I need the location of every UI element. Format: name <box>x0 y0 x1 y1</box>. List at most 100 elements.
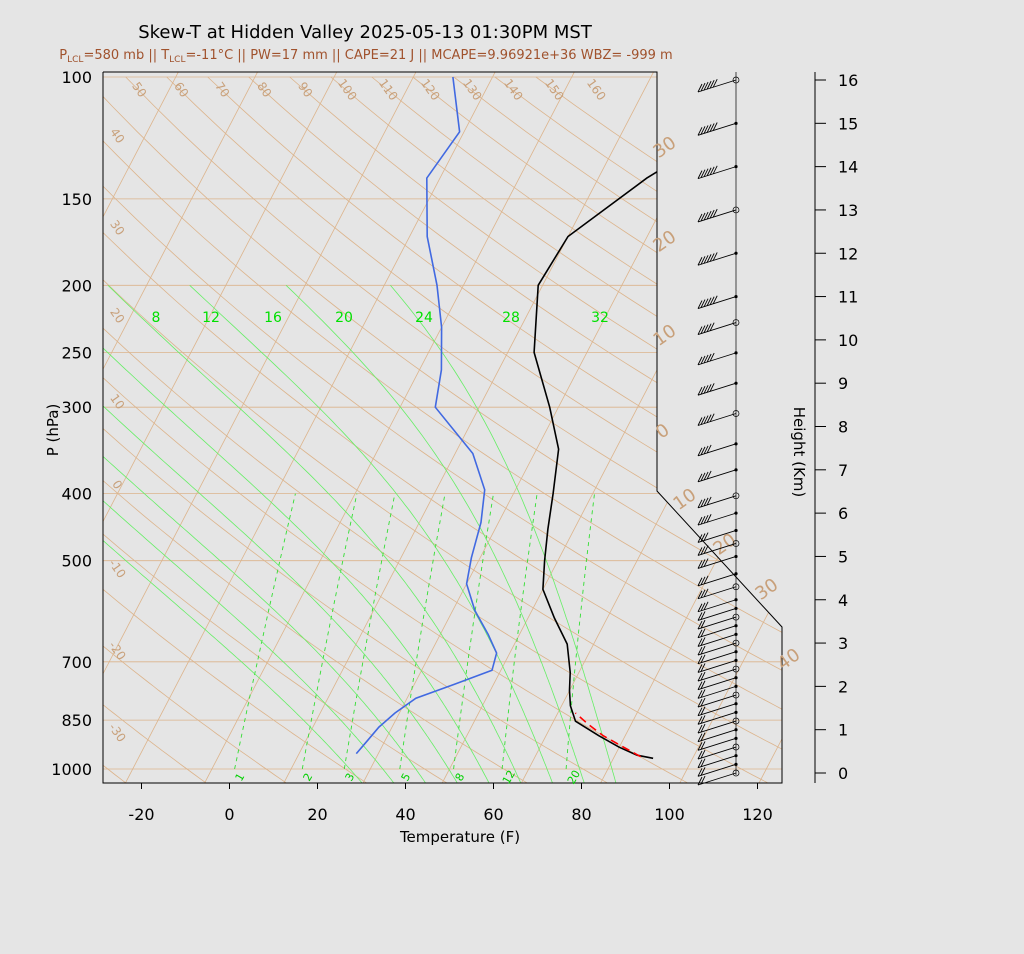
wind-calm-circle <box>732 410 740 417</box>
wind-barb-feather <box>700 82 706 92</box>
wind-barb <box>697 616 737 630</box>
series-dewpoint-line <box>355 76 498 755</box>
wind-barb-feather <box>697 733 703 742</box>
plot-outline <box>102 71 783 784</box>
wind-barb-feather <box>709 166 715 175</box>
isotherm-label: 10 <box>649 320 680 350</box>
dry-adiabat <box>207 76 782 783</box>
dry-adiabat <box>103 76 128 783</box>
wind-dot <box>734 468 738 472</box>
isotherm-label: 30 <box>649 132 680 162</box>
mixing-ratio-label: 24 <box>415 310 433 326</box>
wind-calm-circle <box>732 492 740 500</box>
wind-calm-circle <box>732 717 740 725</box>
wind-barb-feather <box>709 322 715 331</box>
y-tick-label: 850 <box>61 711 92 730</box>
wind-barb-feather <box>697 547 703 556</box>
background-grid <box>103 72 782 783</box>
wind-barb-feather <box>703 415 709 424</box>
wind-barb-feather <box>697 447 703 457</box>
plcl-subscript: LCL <box>67 55 83 65</box>
wind-barb <box>697 720 737 734</box>
wind-barb-feather <box>700 325 706 334</box>
wind-calm-circle <box>732 540 740 547</box>
wind-barb-feather <box>700 355 706 365</box>
wind-barb-feather <box>706 323 712 332</box>
wind-barb <box>697 677 737 691</box>
height-tick-label: 1 <box>838 721 848 740</box>
wind-barb <box>697 651 737 665</box>
isotherm-label: 20 <box>649 226 680 256</box>
wind-barb-feather <box>703 545 709 554</box>
mixing-ratio-line <box>399 493 446 770</box>
wind-barb-feather <box>712 208 718 218</box>
wind-barb-feather <box>697 590 703 599</box>
mixing-ratio-label: 8 <box>453 771 468 784</box>
wind-dot <box>734 251 738 255</box>
wind-barb-feather <box>709 413 715 422</box>
height-tick-label: 9 <box>838 374 848 393</box>
x-tick-label: -20 <box>128 805 154 824</box>
wind-barb-feather <box>703 558 709 567</box>
mixing-ratio-label: 20 <box>335 310 353 326</box>
tlcl-subscript: LCL <box>169 55 185 65</box>
wind-barb-feather <box>697 672 703 682</box>
height-tick-label: 7 <box>838 461 848 480</box>
wind-barb-feather <box>700 645 706 655</box>
wind-barb-feather <box>703 168 709 177</box>
dry-adiabat-label: -20 <box>106 639 129 663</box>
wind-barb-feather <box>697 646 703 656</box>
wind-barb-feather <box>697 664 703 673</box>
wind-barb-feather <box>697 356 703 366</box>
wind-dot <box>734 702 738 706</box>
wind-dot <box>734 728 738 732</box>
mixing-ratio-label: 20 <box>565 768 583 787</box>
wind-barb-feather <box>700 611 706 620</box>
wind-barb <box>697 755 737 769</box>
wind-barb-feather <box>706 80 712 90</box>
wind-dot <box>734 442 738 446</box>
dry-adiabat-label: 0 <box>109 478 125 492</box>
chart-subtitle: PLCL=580 mb || TLCL=-11°C || PW=17 mm ||… <box>59 48 672 65</box>
wind-barb-feather <box>697 724 703 734</box>
wind-calm-circle <box>732 691 740 699</box>
dry-adiabat <box>535 76 782 783</box>
wind-barb-feather <box>700 533 706 542</box>
isotherm-line <box>441 72 782 783</box>
wind-barb-feather <box>703 445 709 455</box>
isotherm-line <box>362 72 739 783</box>
moist-adiabat <box>285 285 585 783</box>
dry-adiabat-label: 140 <box>501 76 526 103</box>
mixing-ratio-label: 16 <box>264 310 282 326</box>
wind-barb-feather <box>709 79 715 89</box>
height-tick-label: 2 <box>838 677 848 696</box>
wind-barb-feather <box>700 680 706 689</box>
height-tick-label: 8 <box>838 418 848 437</box>
wind-barb-feather <box>706 384 712 393</box>
wind-barb-feather <box>712 295 718 304</box>
series-parcel-line <box>574 712 642 758</box>
wind-dot <box>734 351 738 355</box>
dry-adiabat <box>103 76 208 783</box>
height-tick-label: 10 <box>838 331 858 350</box>
isotherm-line <box>124 72 501 783</box>
wind-barb-feather <box>700 546 706 555</box>
wind-barb-feather <box>706 167 712 176</box>
mixing-ratio-label: 12 <box>500 768 518 787</box>
wind-barb-feather <box>700 775 706 785</box>
x-tick-label: 40 <box>395 805 415 824</box>
mixing-ratio-line <box>343 493 396 770</box>
mixing-ratio-line <box>301 493 358 770</box>
wind-calm-circle <box>732 639 740 647</box>
x-axis-label: Temperature (F) <box>399 828 520 846</box>
y-tick-label: 700 <box>61 653 92 672</box>
wind-barb-feather <box>697 690 703 699</box>
wind-barb-feather <box>700 741 706 750</box>
x-tick-label: 60 <box>483 805 503 824</box>
wind-barb <box>697 746 737 760</box>
wind-barb-feather <box>700 126 706 135</box>
wind-barb <box>697 625 737 639</box>
wind-barb-feather <box>703 575 709 585</box>
wind-barb-feather <box>700 446 706 456</box>
dry-adiabat-label: 60 <box>171 79 191 100</box>
